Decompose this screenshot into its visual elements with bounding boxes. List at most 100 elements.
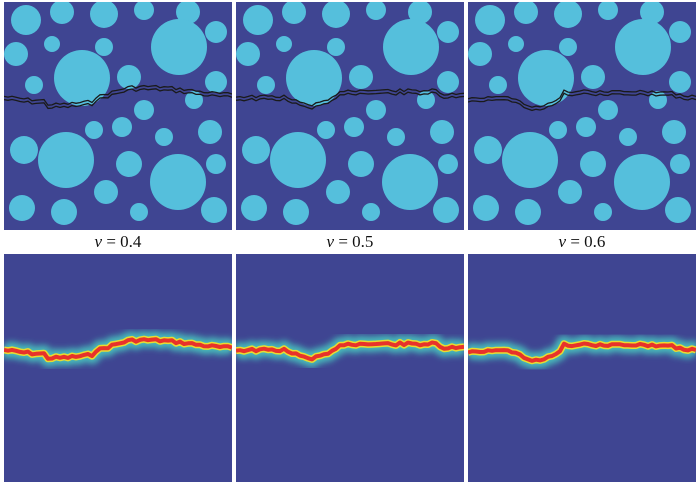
aggregate-particle — [382, 154, 438, 210]
aggregate-particle — [4, 42, 28, 66]
caption-3-value: = 0.6 — [566, 232, 606, 251]
crack-line — [468, 92, 696, 112]
aggregate-particle — [134, 2, 154, 20]
aggregate-particle — [515, 199, 541, 225]
aggregate-particle — [669, 71, 691, 93]
aggregate-particle — [362, 203, 380, 221]
aggregate-particle — [116, 151, 142, 177]
aggregate-particle — [489, 76, 507, 94]
aggregate-particle — [349, 65, 373, 89]
aggregate-particle — [366, 100, 386, 120]
aggregate-particle — [514, 2, 538, 24]
aggregate-particle — [581, 65, 605, 89]
aggregate-particle — [468, 42, 492, 66]
aggregate-particle — [558, 180, 582, 204]
aggregate-particle — [615, 19, 671, 75]
aggregate-particle — [327, 38, 345, 56]
crack-line — [4, 88, 232, 110]
damage-field-panel-2 — [236, 254, 464, 482]
aggregate-particle — [433, 197, 459, 223]
caption-3: v = 0.6 — [468, 231, 696, 253]
aggregate-particle — [508, 36, 524, 52]
damage-core — [468, 341, 696, 363]
caption-2-variable: v — [326, 232, 335, 251]
aggregate-particle — [286, 50, 342, 106]
aggregate-particle — [559, 38, 577, 56]
field-background — [468, 254, 696, 482]
microstructure-figure-2 — [236, 2, 464, 230]
aggregate-particle — [198, 120, 222, 144]
damage-core — [236, 340, 464, 362]
aggregate-particle — [11, 5, 41, 35]
aggregate-particle — [475, 5, 505, 35]
caption-1-variable: v — [94, 232, 103, 251]
crack-line — [4, 84, 232, 106]
microstructure-panel-2 — [236, 2, 464, 230]
aggregate-particle — [241, 195, 267, 221]
microstructure-panel-1 — [4, 2, 232, 230]
aggregate-particle — [640, 2, 664, 24]
aggregate-particle — [348, 151, 374, 177]
crack-line — [468, 89, 696, 108]
aggregate-particle — [474, 136, 502, 164]
aggregate-particle — [38, 132, 94, 188]
aggregate-particle — [130, 203, 148, 221]
aggregate-particle — [206, 154, 226, 174]
aggregate-particle — [283, 199, 309, 225]
aggregate-particle — [270, 132, 326, 188]
caption-2-value: = 0.5 — [334, 232, 374, 251]
aggregate-particle — [473, 195, 499, 221]
aggregate-particle — [619, 128, 637, 146]
aggregate-particle — [437, 71, 459, 93]
aggregate-particle — [598, 2, 618, 20]
aggregate-particle — [185, 91, 203, 109]
aggregate-particle — [50, 2, 74, 24]
caption-1-value: = 0.4 — [102, 232, 142, 251]
aggregate-particle — [9, 195, 35, 221]
aggregate-particle — [408, 2, 432, 24]
aggregate-particle — [44, 36, 60, 52]
caption-3-variable: v — [558, 232, 567, 251]
aggregate-particle — [326, 180, 350, 204]
aggregate-particle — [554, 2, 582, 28]
aggregate-particle — [94, 180, 118, 204]
aggregate-particle — [155, 128, 173, 146]
aggregate-particle — [257, 76, 275, 94]
aggregate-particle — [176, 2, 200, 24]
aggregate-particle — [54, 50, 110, 106]
damage-field-panel-1 — [4, 254, 232, 482]
aggregate-particle — [669, 21, 691, 43]
aggregate-particle — [276, 36, 292, 52]
aggregate-particle — [85, 121, 103, 139]
aggregate-particle — [90, 2, 118, 28]
field-background — [236, 254, 464, 482]
aggregate-particle — [10, 136, 38, 164]
aggregate-particle — [134, 100, 154, 120]
aggregate-particle — [598, 100, 618, 120]
damage-field-figure-2 — [236, 254, 464, 482]
aggregate-particle — [51, 199, 77, 225]
aggregate-particle — [150, 154, 206, 210]
damage-core — [4, 337, 232, 361]
damage-field-figure-3 — [468, 254, 696, 482]
crack-line — [236, 91, 464, 110]
aggregate-particle — [243, 5, 273, 35]
aggregate-particle — [117, 65, 141, 89]
aggregate-particle — [383, 19, 439, 75]
aggregate-particle — [594, 203, 612, 221]
field-background — [4, 254, 232, 482]
aggregate-particle — [242, 136, 270, 164]
aggregate-particle — [549, 121, 567, 139]
aggregate-particle — [112, 117, 132, 137]
aggregate-particle — [670, 154, 690, 174]
aggregate-particle — [502, 132, 558, 188]
aggregate-particle — [430, 120, 454, 144]
caption-2: v = 0.5 — [236, 231, 464, 253]
caption-1: v = 0.4 — [4, 231, 232, 253]
aggregate-particle — [576, 117, 596, 137]
aggregate-particle — [322, 2, 350, 28]
aggregate-particle — [201, 197, 227, 223]
aggregate-particle — [438, 154, 458, 174]
aggregate-particle — [344, 117, 364, 137]
aggregate-particle — [518, 50, 574, 106]
